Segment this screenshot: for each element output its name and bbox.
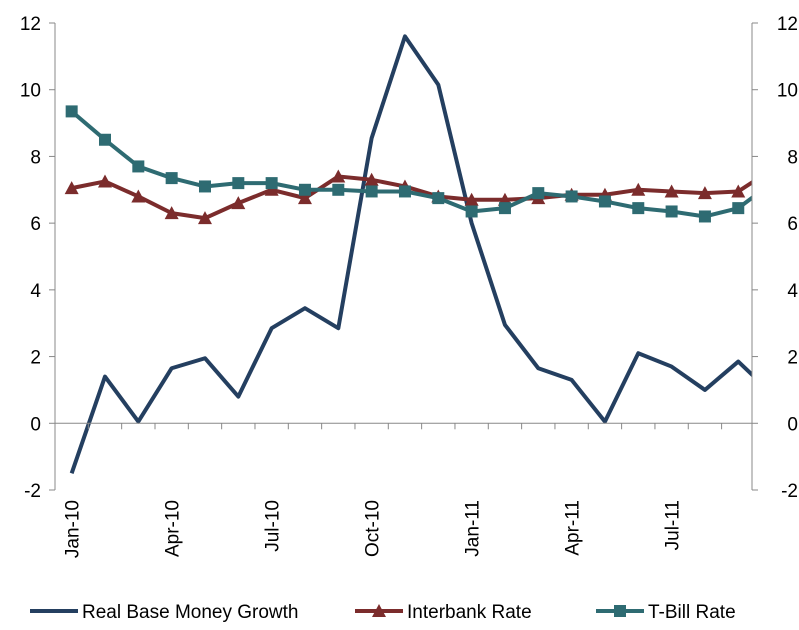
marker — [265, 177, 278, 190]
marker — [64, 181, 79, 195]
marker — [464, 192, 479, 206]
legend-label: Interbank Rate — [407, 602, 532, 623]
marker — [631, 182, 646, 196]
marker — [97, 174, 112, 188]
y-tick-label: 8 — [30, 147, 41, 168]
y-tick-label: 10 — [20, 81, 41, 102]
marker — [164, 206, 179, 220]
x-tick-label: Jan-11 — [463, 500, 484, 557]
marker — [98, 133, 111, 146]
y2-tick-label: 12 — [777, 14, 798, 35]
marker — [731, 184, 746, 198]
marker — [332, 183, 345, 196]
marker — [432, 192, 445, 205]
legend-marker — [614, 605, 626, 617]
marker — [498, 202, 511, 215]
y-tick-label: 4 — [30, 281, 41, 302]
marker — [298, 183, 311, 196]
legend-marker — [372, 604, 386, 617]
marker — [465, 205, 478, 218]
series-line — [69, 34, 752, 474]
series-line — [70, 109, 752, 219]
x-tick-label: Jul-11 — [663, 500, 684, 550]
marker — [297, 191, 312, 205]
marker — [198, 180, 211, 193]
x-tick-label: Oct-10 — [363, 500, 384, 557]
legend-label: T-Bill Rate — [648, 602, 736, 623]
marker — [698, 210, 711, 223]
series-line — [71, 174, 752, 221]
marker — [65, 105, 78, 118]
marker — [165, 172, 178, 185]
y-tick-label: 0 — [30, 414, 41, 435]
marker — [231, 196, 246, 210]
marker — [365, 185, 378, 198]
x-tick-label: Jan-10 — [63, 500, 84, 558]
y2-tick-label: 10 — [777, 81, 798, 102]
marker — [264, 182, 279, 196]
y2-tick-label: 4 — [787, 281, 798, 302]
marker — [632, 202, 645, 215]
y2-tick-label: 2 — [787, 348, 798, 369]
marker — [197, 211, 212, 225]
y2-tick-label: -2 — [781, 481, 798, 502]
marker — [697, 186, 712, 200]
y-tick-label: 6 — [30, 214, 41, 235]
marker — [532, 187, 545, 200]
marker — [132, 160, 145, 173]
plot-area — [64, 34, 779, 474]
y2-tick-label: 0 — [787, 414, 798, 435]
marker — [232, 177, 245, 190]
legend-label: Real Base Money Growth — [82, 602, 299, 623]
x-tick-label: Apr-10 — [163, 500, 184, 557]
marker — [766, 177, 778, 189]
marker — [732, 202, 745, 215]
x-tick-label: Jul-10 — [263, 500, 284, 552]
marker — [598, 195, 611, 208]
x-tick-label: Apr-11 — [563, 500, 584, 556]
y2-tick-label: 6 — [787, 214, 798, 235]
marker — [364, 172, 379, 186]
y-tick-label: 12 — [20, 14, 41, 35]
marker — [565, 190, 578, 203]
marker — [398, 185, 411, 198]
y-tick-label: 2 — [30, 348, 41, 369]
marker — [765, 163, 779, 176]
y-tick-label: -2 — [24, 481, 41, 502]
marker — [664, 184, 679, 198]
marker — [131, 189, 146, 203]
y2-tick-label: 8 — [787, 147, 798, 168]
marker — [331, 169, 346, 183]
marker — [665, 205, 678, 218]
